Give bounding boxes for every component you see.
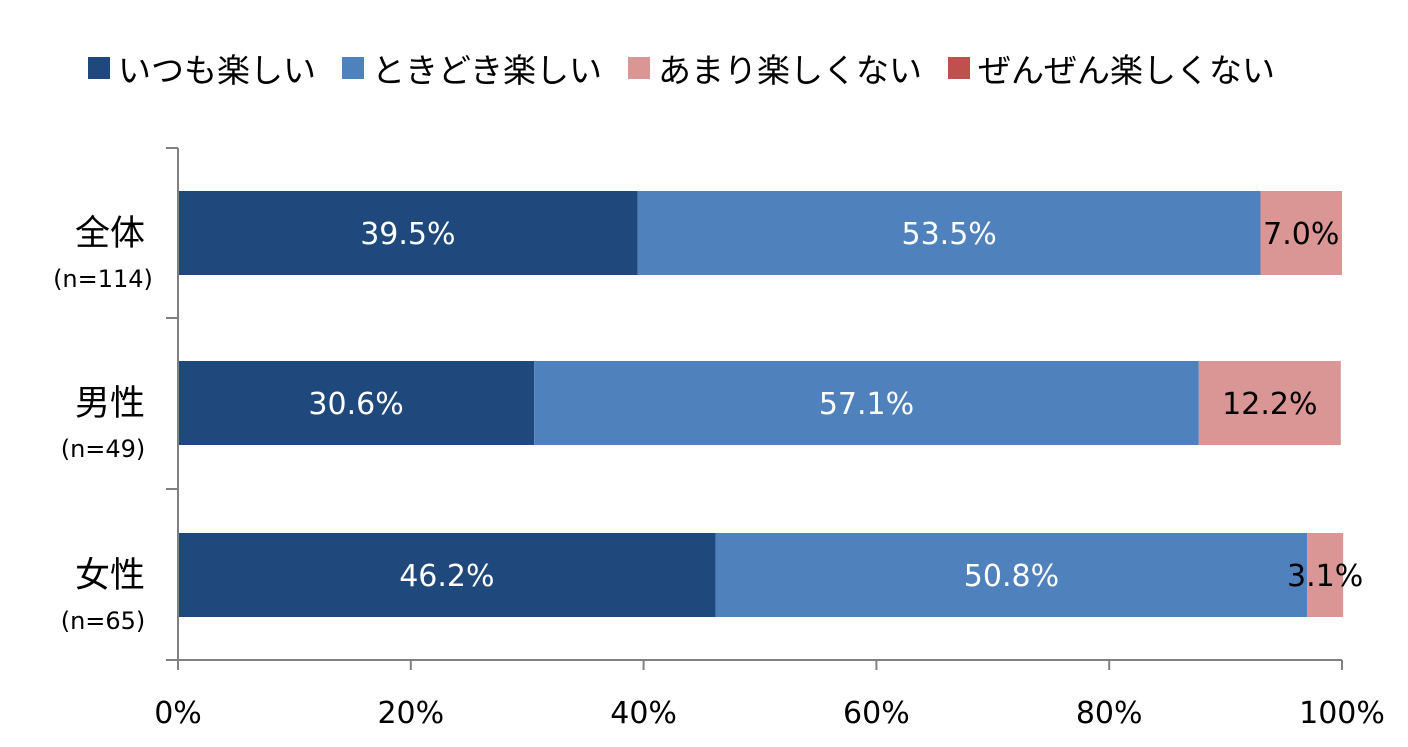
legend-item: ぜんぜん楽しくない [948, 44, 1275, 92]
legend-item: いつも楽しい [88, 44, 316, 92]
x-tick-label: 60% [843, 696, 910, 731]
bar-segment [637, 191, 1261, 275]
bar-segment [1307, 533, 1344, 617]
legend-label: いつも楽しい [118, 51, 316, 90]
legend-swatch [88, 57, 110, 79]
data-label: 57.1% [819, 387, 914, 422]
category-n-label: (n=65) [61, 607, 146, 635]
x-tick-label: 80% [1076, 696, 1143, 731]
data-label: 7.0% [1263, 217, 1339, 252]
legend: いつも楽しい ときどき楽しい あまり楽しくない ぜんぜん楽しくない [88, 44, 1301, 92]
bar-segment [178, 361, 535, 445]
data-label: 46.2% [399, 559, 494, 594]
x-tick-label: 40% [610, 696, 677, 731]
legend-label: ぜんぜん楽しくない [978, 51, 1276, 90]
legend-label: あまり楽しくない [658, 51, 923, 90]
bar-segment [534, 361, 1199, 445]
data-label: 12.2% [1222, 387, 1317, 422]
bar-segment [1198, 361, 1341, 445]
x-tick-label: 20% [377, 696, 444, 731]
x-tick-label: 0% [154, 696, 202, 731]
data-label: 30.6% [308, 387, 403, 422]
bar-segment [1260, 191, 1342, 275]
data-label: 53.5% [901, 217, 996, 252]
bar-segment [715, 533, 1308, 617]
data-label: 39.5% [360, 217, 455, 252]
legend-swatch [948, 57, 971, 79]
category-n-label: (n=114) [53, 265, 153, 293]
data-label: 3.1% [1287, 559, 1363, 594]
legend-swatch [342, 57, 364, 79]
data-label: 50.8% [964, 559, 1059, 594]
bar-segment [178, 533, 716, 617]
category-label: 全体 [75, 214, 145, 254]
legend-swatch [628, 57, 651, 79]
legend-label: ときどき楽しい [372, 51, 603, 90]
legend-item: あまり楽しくない [628, 44, 922, 92]
category-label: 男性 [75, 384, 145, 424]
legend-item: ときどき楽しい [342, 44, 602, 92]
x-tick-label: 100% [1299, 696, 1385, 731]
category-label: 女性 [75, 556, 145, 596]
bar-segment [178, 191, 638, 275]
category-n-label: (n=49) [61, 435, 146, 463]
